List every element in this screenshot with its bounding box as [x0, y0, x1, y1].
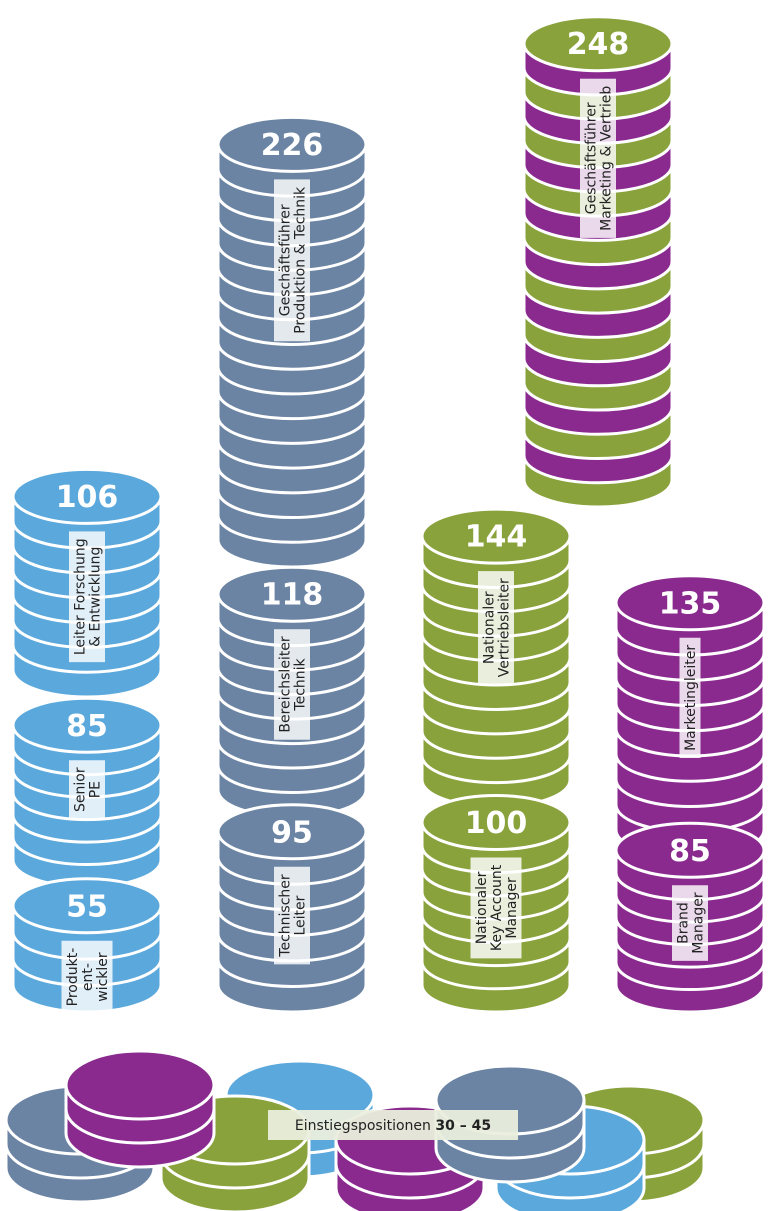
stack-value: 85: [66, 709, 108, 744]
stack-value: 85: [669, 834, 711, 869]
entry-label: Einstiegspositionen: [295, 1118, 431, 1134]
entry-range: 30 – 45: [435, 1118, 491, 1134]
label-line: & Entwicklung: [88, 547, 104, 647]
label-line: PE: [88, 781, 104, 798]
label-line: wickler: [95, 952, 111, 1002]
label-line: Key Account: [489, 864, 505, 951]
coin-top: [66, 1051, 214, 1119]
stack-label: NationalerVertriebsleiter: [478, 571, 514, 684]
label-line: ent-: [80, 963, 96, 991]
stack-label: Produkt-ent-wickler: [62, 941, 113, 1014]
label-line: Geschäftsführer: [584, 102, 600, 214]
label-text: GeschäftsführerProduktion & Technik: [278, 186, 309, 334]
stack-label: Marketingleiter: [680, 638, 701, 758]
stack-value: 95: [271, 815, 313, 850]
label-text: Marketingleiter: [683, 645, 699, 751]
stack-value: 144: [465, 520, 528, 555]
stack-label: GeschäftsführerProduktion & Technik: [274, 179, 310, 341]
label-text: Leiter Forschung& Entwicklung: [73, 538, 104, 655]
stack-label: TechnischerLeiter: [274, 867, 310, 965]
label-line: Leiter Forschung: [73, 538, 89, 655]
label-text: NationalerKey AccountManager: [474, 864, 520, 951]
label-text: GeschäftsführerMarketing & Vertrieb: [584, 86, 615, 231]
label-line: Geschäftsführer: [278, 204, 294, 316]
stack-value: 135: [659, 586, 722, 621]
label-line: Brand: [676, 902, 692, 944]
stack-label: NationalerKey AccountManager: [471, 858, 522, 959]
label-line: Vertriebsleiter: [497, 578, 513, 677]
label-line: Marketing & Vertrieb: [599, 86, 615, 231]
stack-label: BereichsleiterTechnik: [274, 629, 310, 740]
stack-value: 100: [465, 806, 528, 841]
label-line: Produkt-: [65, 948, 81, 1007]
stack-value: 226: [261, 128, 324, 163]
stack-value: 55: [66, 889, 108, 924]
stack-value: 106: [56, 480, 119, 515]
label-line: Nationaler: [474, 871, 490, 944]
stack-label: Leiter Forschung& Entwicklung: [69, 531, 105, 662]
entry-text: Einstiegspositionen 30 – 45: [295, 1118, 491, 1134]
label-line: Technischer: [278, 874, 294, 958]
stack-label: SeniorPE: [69, 760, 105, 819]
label-text: NationalerVertriebsleiter: [482, 578, 513, 677]
label-line: Manager: [504, 877, 520, 939]
stack-value: 248: [567, 27, 630, 62]
stack-value: 118: [261, 578, 324, 613]
stack-label: BrandManager: [672, 885, 708, 961]
label-line: Bereichsleiter: [278, 636, 294, 733]
label-line: Produktion & Technik: [293, 186, 309, 334]
label-line: Senior: [73, 767, 89, 812]
label-line: Technik: [293, 657, 309, 711]
infographic: Einstiegspositionen 30 – 45 248 Geschäfts…: [0, 0, 769, 1211]
label-line: Marketingleiter: [683, 645, 699, 751]
label-line: Leiter: [293, 895, 309, 935]
label-line: Manager: [691, 892, 707, 954]
stack-label: GeschäftsführerMarketing & Vertrieb: [580, 79, 616, 238]
entry-coins: Einstiegspositionen 30 – 45: [6, 1051, 704, 1211]
label-line: Nationaler: [482, 591, 498, 664]
